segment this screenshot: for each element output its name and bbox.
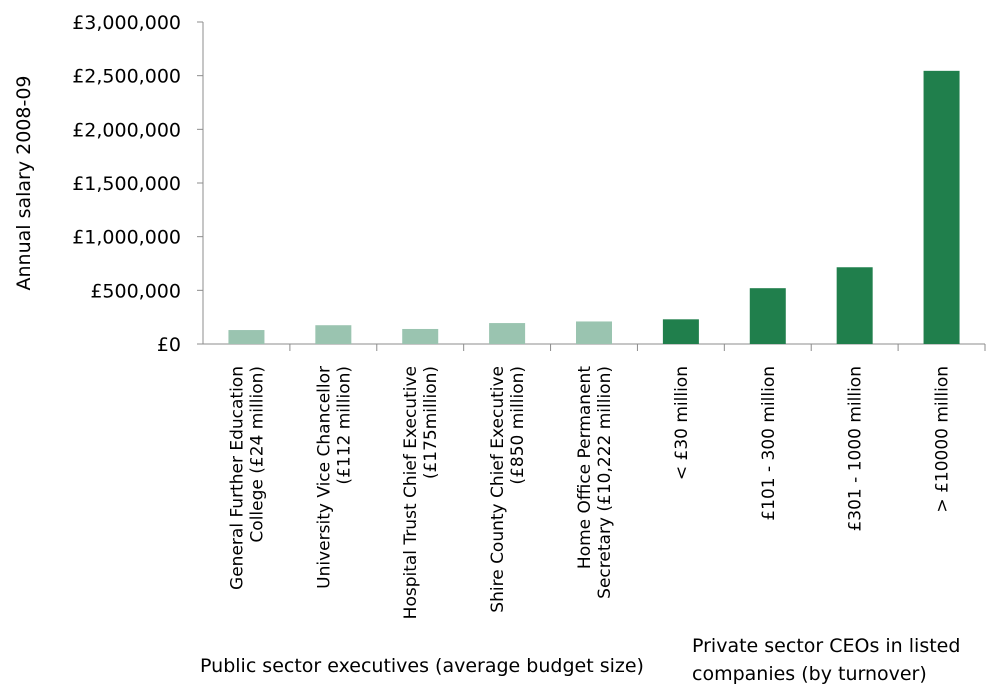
x-category-label: £101 - 300 million [759,366,779,521]
x-category-label: £301 - 1000 million [846,366,866,532]
y-tick-label: £3,000,000 [72,12,181,34]
x-category-label-line: > £10000 million [933,366,953,513]
bar [749,288,786,344]
y-axis-title-group: Annual salary 2008-09 [13,75,35,290]
x-category-label-line: (£112 million) [334,366,354,485]
x-category-label-line: (£850 million) [508,366,528,485]
x-category-label-line: General Further Education [227,366,247,590]
x-category-label-line: < £30 million [672,366,692,480]
y-tick-label: £2,000,000 [72,119,181,141]
group-label-private-line: Private sector CEOs in listed [692,635,960,657]
bar [228,330,265,344]
bar [489,323,526,344]
y-axis-title: Annual salary 2008-09 [13,75,35,290]
bar [836,267,873,344]
bar [576,321,612,344]
x-category-label: Hospital Trust Chief Executive (£175milli… [401,366,441,619]
x-category-label-line: Shire County Chief Executive [488,366,508,613]
x-category-label-line: Secretary (£10,222 million) [595,366,615,599]
x-category-labels: General Further Education College (£24 mi… [227,366,952,620]
x-category-label-line: Hospital Trust Chief Executive [401,366,421,619]
x-category-label: < £30 million [672,366,692,480]
y-tick-label: £500,000 [90,280,181,302]
x-category-label: Home Office Permanent Secretary (£10,222 … [575,366,615,599]
x-category-label: Shire County Chief Executive (£850 millio… [488,366,528,613]
x-category-label: University Vice Chancellor (£112 million) [314,366,354,589]
x-category-label: General Further Education College (£24 mi… [227,366,267,590]
group-label-private-line: companies (by turnover) [692,663,927,685]
y-tick-label: £2,500,000 [72,66,181,88]
x-category-label-line: (£175million) [421,366,441,479]
x-category-label-line: College (£24 million) [247,366,267,543]
y-ticks: £0 £500,000 £1,000,000 £1,500,000 £2,000,000… [72,12,203,356]
y-tick-label: £1,500,000 [72,173,181,195]
y-tick-label: £1,000,000 [72,227,181,249]
bar [315,325,352,344]
group-labels: Public sector executives (average budget… [200,635,960,685]
x-category-label-line: Home Office Permanent [575,366,595,569]
x-category-label: > £10000 million [933,366,953,513]
x-category-label-line: University Vice Chancellor [314,366,334,589]
y-tick-label: £0 [157,334,181,356]
bar [402,328,439,344]
bars [228,70,960,344]
bar [923,70,960,344]
group-label-public: Public sector executives (average budget… [200,655,644,677]
x-category-label-line: £301 - 1000 million [846,366,866,532]
bar [662,319,699,344]
x-category-label-line: £101 - 300 million [759,366,779,521]
